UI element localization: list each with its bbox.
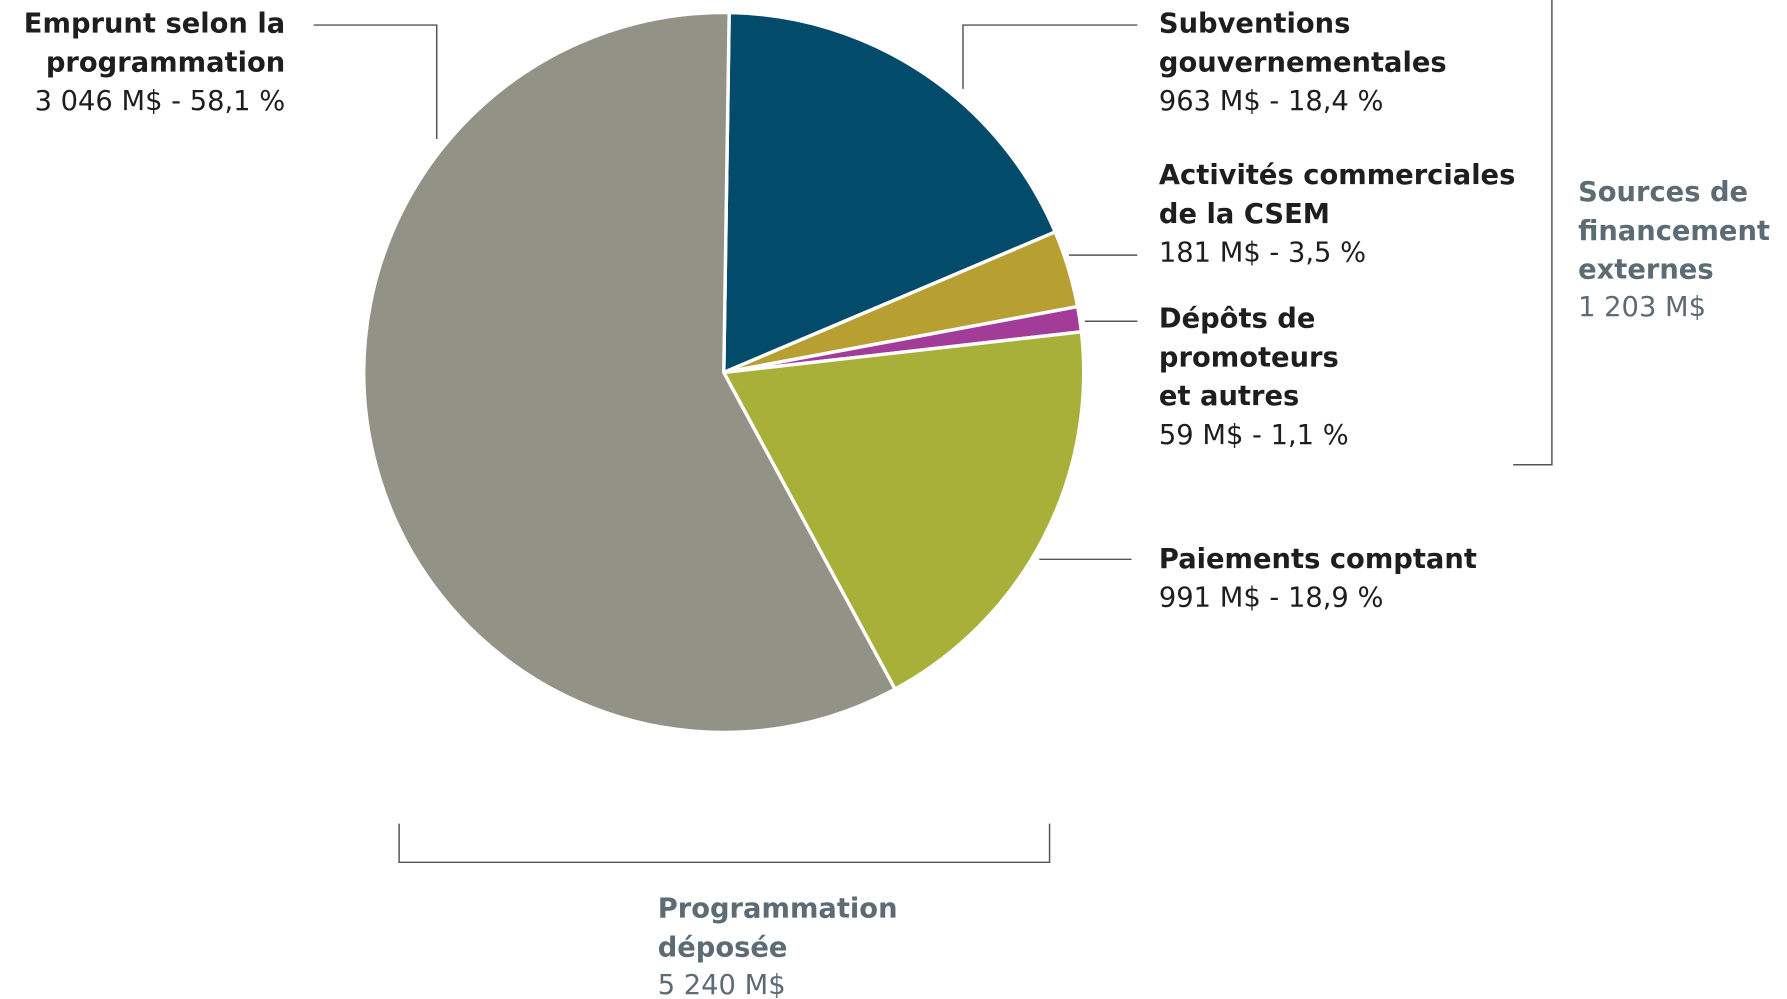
value-label: 3 046 M$ - 58,1 % <box>35 86 286 117</box>
slice-label: Activités commerciales <box>1159 160 1515 191</box>
pie-slice <box>721 329 1086 692</box>
slice-label: promoteurs <box>1159 342 1339 373</box>
value-label: 59 M$ - 1,1 % <box>1159 420 1349 451</box>
value-label: 963 M$ - 18,4 % <box>1159 86 1384 117</box>
slice-label: Dépôts de <box>1159 304 1316 335</box>
value-label: 181 M$ - 3,5 % <box>1159 238 1366 269</box>
bracket <box>1513 0 1553 466</box>
leader-line <box>313 24 438 139</box>
group-label: financement <box>1578 216 1770 247</box>
slice-label: gouvernementales <box>1159 47 1447 78</box>
pie-slice <box>362 10 898 735</box>
slice-label: Emprunt selon la <box>24 9 285 40</box>
slice-label: de la CSEM <box>1159 199 1330 230</box>
leader-line <box>962 24 1138 89</box>
group-label: Sources de <box>1578 177 1748 208</box>
group-label: Programmation <box>658 894 898 925</box>
pie-slice <box>722 10 1058 376</box>
group-total: 5 240 M$ <box>658 970 786 999</box>
value-label: 991 M$ - 18,9 % <box>1159 583 1384 614</box>
slice-label: programmation <box>46 47 285 78</box>
group-label: externes <box>1578 255 1714 286</box>
group-total: 1 203 M$ <box>1578 292 1706 323</box>
slice-label: Subventions <box>1159 9 1350 40</box>
slice-label: Paiements comptant <box>1159 544 1477 575</box>
group-label: déposée <box>658 932 788 963</box>
slice-label: et autres <box>1159 381 1299 412</box>
bracket <box>398 823 1051 864</box>
leader-lines <box>313 0 1553 864</box>
pie <box>362 10 1086 735</box>
